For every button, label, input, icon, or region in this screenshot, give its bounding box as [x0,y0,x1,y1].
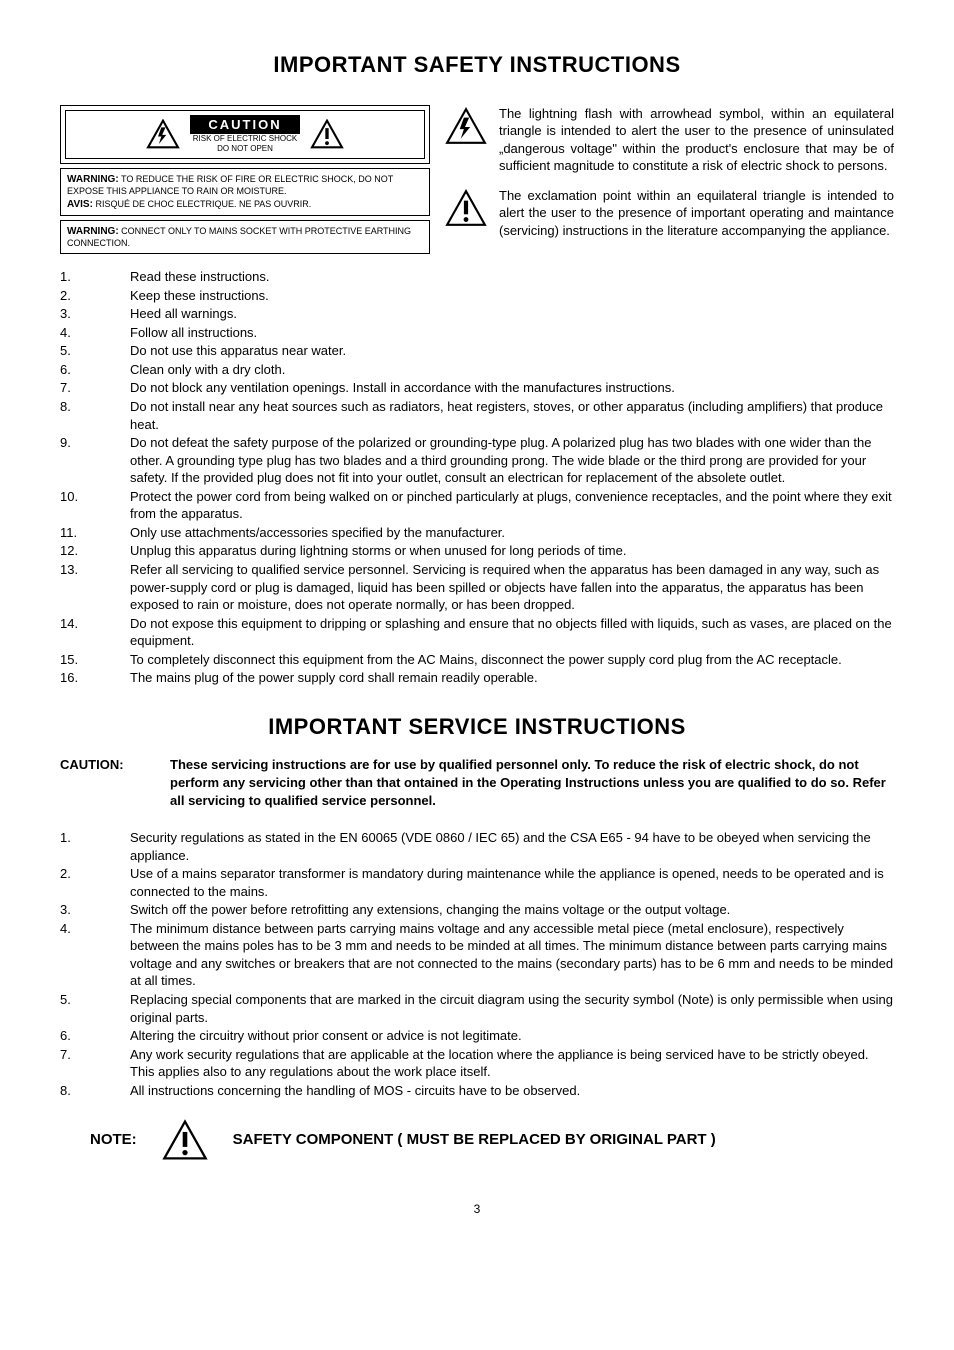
list-item-number: 4. [60,920,130,938]
list-item-number: 7. [60,379,130,397]
list-item: 11.Only use attachments/accessories spec… [60,524,894,542]
warning-fire-moisture: WARNING: TO REDUCE THE RISK OF FIRE OR E… [60,168,430,216]
list-item-text: Only use attachments/accessories specifi… [130,524,894,542]
list-item-text: Clean only with a dry cloth. [130,361,894,379]
caution-label: CAUTION [190,115,299,135]
list-item-number: 3. [60,305,130,323]
list-item-text: Switch off the power before retrofitting… [130,901,894,919]
list-item-text: Heed all warnings. [130,305,894,323]
list-item-number: 1. [60,829,130,847]
list-item-number: 6. [60,1027,130,1045]
list-item: 7.Do not block any ventilation openings.… [60,379,894,397]
list-item: 3.Heed all warnings. [60,305,894,323]
page-number: 3 [60,1201,894,1217]
safety-instruction-list: 1.Read these instructions.2.Keep these i… [60,268,894,687]
caution-risk-line2: DO NOT OPEN [190,145,299,154]
list-item-number: 13. [60,561,130,579]
list-item: 4.Follow all instructions. [60,324,894,342]
page-title-service: IMPORTANT SERVICE INSTRUCTIONS [60,712,894,742]
warning-earthing: WARNING: CONNECT ONLY TO MAINS SOCKET WI… [60,220,430,255]
list-item-text: Altering the circuitry without prior con… [130,1027,894,1045]
list-item-text: Follow all instructions. [130,324,894,342]
list-item: 13.Refer all servicing to qualified serv… [60,561,894,614]
list-item-text: Unplug this apparatus during lightning s… [130,542,894,560]
lightning-icon [445,105,489,145]
list-item-number: 1. [60,268,130,286]
list-item-number: 14. [60,615,130,633]
list-item-number: 5. [60,342,130,360]
list-item: 2.Keep these instructions. [60,287,894,305]
list-item-number: 16. [60,669,130,687]
caution-block-text: These servicing instructions are for use… [170,756,894,809]
list-item-text: The minimum distance between parts carry… [130,920,894,990]
list-item-text: Use of a mains separator transformer is … [130,865,894,900]
caution-box: CAUTION RISK OF ELECTRIC SHOCK DO NOT OP… [60,105,430,164]
list-item-text: Security regulations as stated in the EN… [130,829,894,864]
top-section: CAUTION RISK OF ELECTRIC SHOCK DO NOT OP… [60,105,894,259]
list-item-text: Refer all servicing to qualified service… [130,561,894,614]
list-item-number: 9. [60,434,130,452]
list-item-number: 7. [60,1046,130,1064]
list-item-number: 10. [60,488,130,506]
list-item-text: Replacing special components that are ma… [130,991,894,1026]
list-item: 4.The minimum distance between parts car… [60,920,894,990]
list-item-text: Do not defeat the safety purpose of the … [130,434,894,487]
caution-block: CAUTION: These servicing instructions ar… [60,756,894,809]
list-item: 3.Switch off the power before retrofitti… [60,901,894,919]
list-item-text: Keep these instructions. [130,287,894,305]
list-item-text: The mains plug of the power supply cord … [130,669,894,687]
list-item: 1.Read these instructions. [60,268,894,286]
list-item: 6.Altering the circuitry without prior c… [60,1027,894,1045]
caution-risk-line1: RISK OF ELECTRIC SHOCK [190,135,299,144]
note-label: NOTE: [90,1130,137,1150]
service-instruction-list: 1.Security regulations as stated in the … [60,829,894,1099]
list-item-text: Any work security regulations that are a… [130,1046,894,1081]
list-item-text: To completely disconnect this equipment … [130,651,894,669]
list-item: 16.The mains plug of the power supply co… [60,669,894,687]
list-item-number: 6. [60,361,130,379]
page-title-safety: IMPORTANT SAFETY INSTRUCTIONS [60,50,894,80]
list-item-number: 8. [60,1082,130,1100]
list-item-number: 5. [60,991,130,1009]
list-item: 8.Do not install near any heat sources s… [60,398,894,433]
list-item-number: 2. [60,865,130,883]
exclaim-icon [162,1119,208,1161]
list-item-text: Do not use this apparatus near water. [130,342,894,360]
list-item: 12.Unplug this apparatus during lightnin… [60,542,894,560]
list-item-text: Do not install near any heat sources suc… [130,398,894,433]
list-item: 2.Use of a mains separator transformer i… [60,865,894,900]
note-text: SAFETY COMPONENT ( MUST BE REPLACED BY O… [233,1130,716,1150]
exclaim-icon [310,119,344,149]
list-item-text: All instructions concerning the handling… [130,1082,894,1100]
list-item-number: 11. [60,524,130,542]
list-item-number: 8. [60,398,130,416]
list-item: 14.Do not expose this equipment to dripp… [60,615,894,650]
caution-block-label: CAUTION: [60,756,170,809]
list-item-number: 12. [60,542,130,560]
list-item: 6.Clean only with a dry cloth. [60,361,894,379]
list-item: 5.Replacing special components that are … [60,991,894,1026]
list-item: 8.All instructions concerning the handli… [60,1082,894,1100]
list-item: 15.To completely disconnect this equipme… [60,651,894,669]
list-item: 7.Any work security regulations that are… [60,1046,894,1081]
list-item: 5.Do not use this apparatus near water. [60,342,894,360]
list-item-text: Do not block any ventilation openings. I… [130,379,894,397]
list-item-text: Read these instructions. [130,268,894,286]
list-item-number: 15. [60,651,130,669]
list-item-number: 4. [60,324,130,342]
lightning-description: The lightning flash with arrowhead symbo… [499,105,894,175]
list-item: 10.Protect the power cord from being wal… [60,488,894,523]
exclaim-description: The exclamation point within an equilate… [499,187,894,240]
list-item: 9.Do not defeat the safety purpose of th… [60,434,894,487]
warning-label-column: CAUTION RISK OF ELECTRIC SHOCK DO NOT OP… [60,105,430,259]
list-item-text: Protect the power cord from being walked… [130,488,894,523]
list-item-number: 2. [60,287,130,305]
list-item: 1.Security regulations as stated in the … [60,829,894,864]
note-row: NOTE: SAFETY COMPONENT ( MUST BE REPLACE… [90,1119,894,1161]
lightning-icon [146,119,180,149]
symbol-descriptions: The lightning flash with arrowhead symbo… [445,105,894,259]
list-item-number: 3. [60,901,130,919]
exclaim-icon [445,187,489,227]
list-item-text: Do not expose this equipment to dripping… [130,615,894,650]
